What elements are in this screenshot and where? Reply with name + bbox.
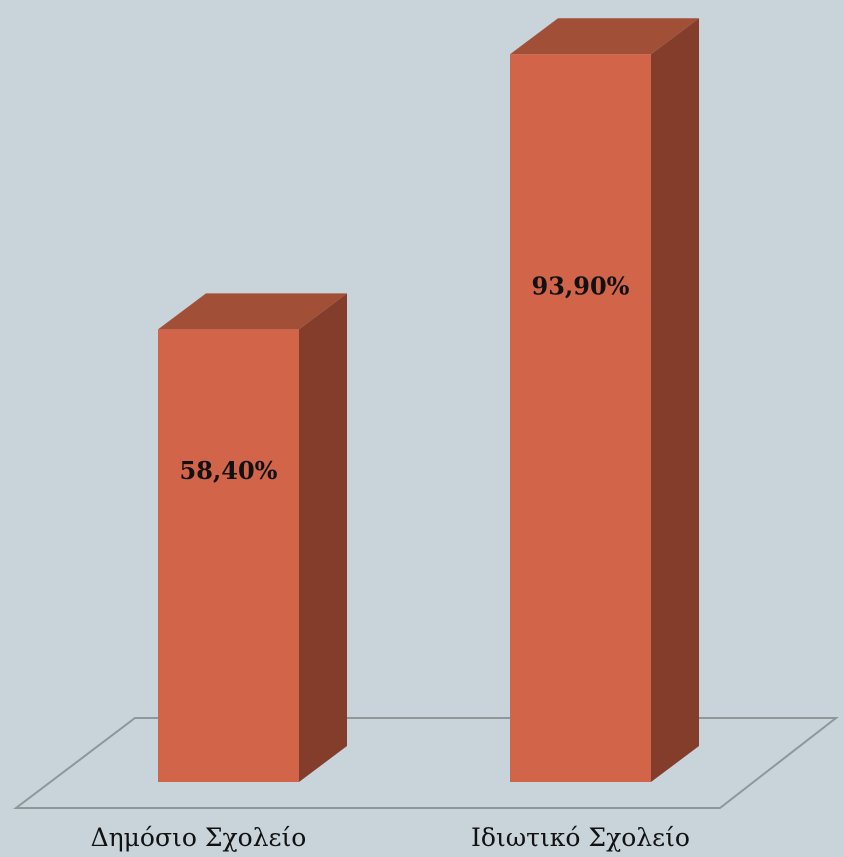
- bar-value-label: 58,40%: [180, 456, 278, 485]
- bar-side-face: [299, 293, 347, 782]
- category-label: Ιδιωτικό Σχολείο: [471, 823, 690, 852]
- bar-side-face: [651, 18, 699, 782]
- bar-value-label: 93,90%: [532, 271, 630, 300]
- bar: [510, 54, 651, 782]
- bar: [158, 329, 299, 782]
- bar-top-face: [158, 293, 347, 330]
- bars-group: 58,40% 93,90%: [158, 18, 699, 782]
- category-label: Δημόσιο Σχολείο: [91, 823, 307, 852]
- bar-top-face: [510, 18, 699, 55]
